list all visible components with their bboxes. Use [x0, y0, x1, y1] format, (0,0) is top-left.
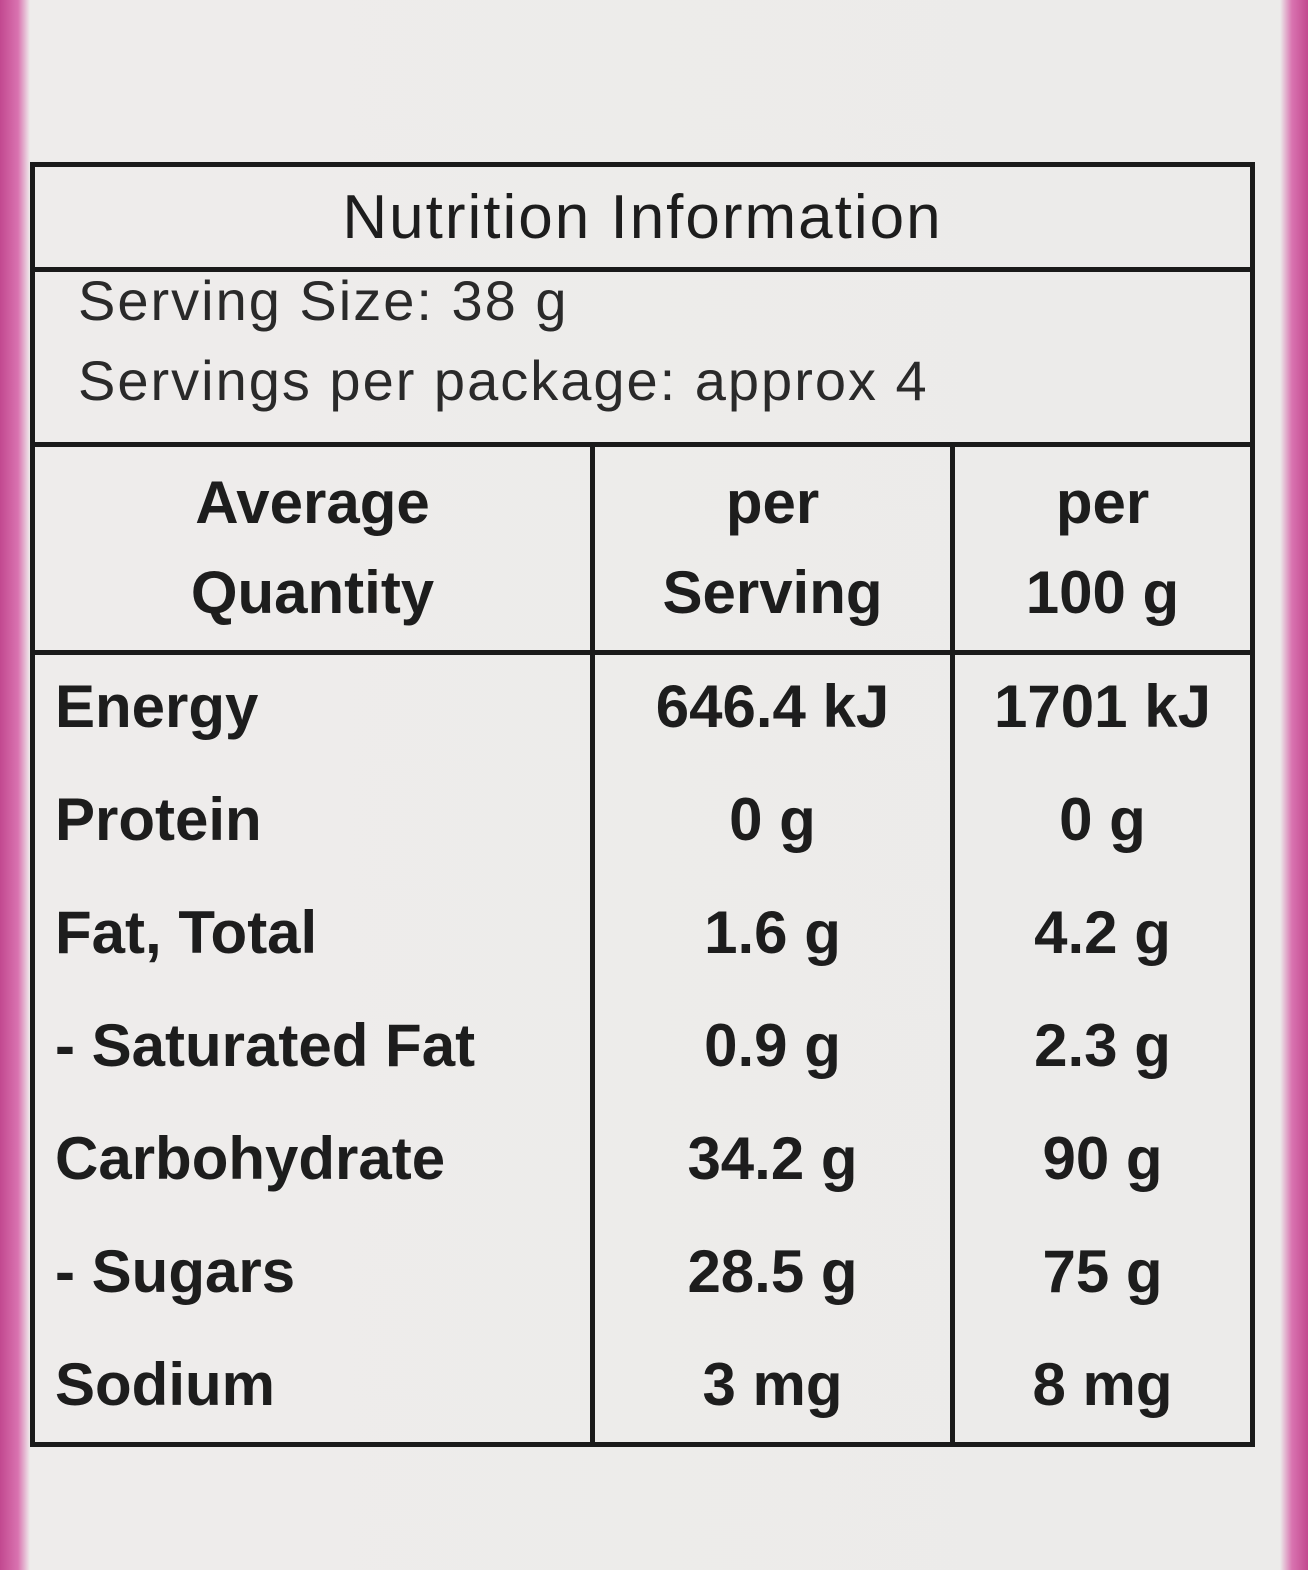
- header-row: [30, 442, 1255, 655]
- nutrient-name: Sodium: [55, 1351, 275, 1418]
- nutrient-value: 3 mg: [702, 1351, 843, 1418]
- header-text: per: [725, 468, 820, 536]
- nutrient-value: 0 g: [1059, 786, 1146, 853]
- nutrient-value: 0 g: [729, 786, 816, 853]
- nutrient-value: 34.2 g: [687, 1125, 858, 1192]
- header-cell: per 100 g: [955, 445, 1250, 650]
- header-text: Average: [195, 468, 430, 536]
- column-divider: [950, 442, 955, 1447]
- nutrient-value: 4.2 g: [1034, 899, 1171, 966]
- nutrient-value: 646.4 kJ: [655, 673, 890, 740]
- nutrient-value: 1.6 g: [704, 899, 841, 966]
- servings-per-package: Servings per package: approx 4: [78, 349, 929, 412]
- header-cell: Average Quantity: [35, 445, 590, 650]
- nutrient-name: Protein: [55, 786, 262, 853]
- header-text: per: [1055, 468, 1150, 536]
- header-text: Quantity: [190, 558, 435, 626]
- nutrient-value: 28.5 g: [687, 1238, 858, 1305]
- nutrient-value: 2.3 g: [1034, 1012, 1171, 1079]
- nutrient-value: 75 g: [1042, 1238, 1163, 1305]
- nutrient-name: - Saturated Fat: [55, 1012, 476, 1079]
- nutrient-name: Energy: [55, 673, 259, 740]
- nutrient-name: Carbohydrate: [55, 1125, 446, 1192]
- nutrient-value: 0.9 g: [704, 1012, 841, 1079]
- header-text: Serving: [662, 558, 883, 626]
- nutrient-name: Fat, Total: [55, 899, 318, 966]
- header-text: 100 g: [1025, 558, 1180, 626]
- header-cell: per Serving: [595, 445, 950, 650]
- nutrient-value: 1701 kJ: [994, 673, 1211, 740]
- column-divider: [590, 442, 595, 1447]
- nutrient-value: 90 g: [1042, 1125, 1163, 1192]
- title: Nutrition Information: [342, 183, 943, 252]
- serving-size: Serving Size: 38 g: [78, 269, 569, 332]
- nutrient-name: - Sugars: [55, 1238, 296, 1305]
- nutrient-value: 8 mg: [1032, 1351, 1173, 1418]
